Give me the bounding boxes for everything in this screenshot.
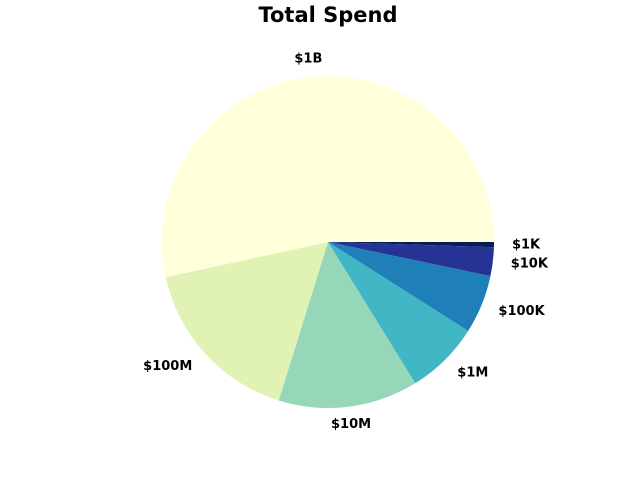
pie-slice-1m — [328, 242, 469, 384]
pie-label-10m: $10M — [331, 417, 371, 432]
pie-label-1m: $1M — [457, 365, 488, 380]
pie-slice-10k — [328, 242, 494, 277]
chart-title: Total Spend — [258, 3, 397, 27]
pie-label-10k: $10K — [511, 256, 549, 271]
pie-slice-1b — [161, 76, 494, 278]
pie-label-1b: $1B — [294, 52, 322, 67]
pie-labels: $1K $10K $100K $1M $10M $100M $1B — [143, 52, 549, 432]
pie-label-1k: $1K — [512, 237, 541, 252]
pie-slice-100m — [165, 242, 328, 401]
pie-label-100m: $100M — [143, 359, 192, 374]
pie-slices — [161, 76, 494, 409]
pie-slice-1k — [328, 242, 494, 248]
pie-label-100k: $100K — [498, 304, 545, 319]
pie-slice-100k — [328, 242, 491, 331]
pie-slice-10m — [278, 242, 416, 409]
